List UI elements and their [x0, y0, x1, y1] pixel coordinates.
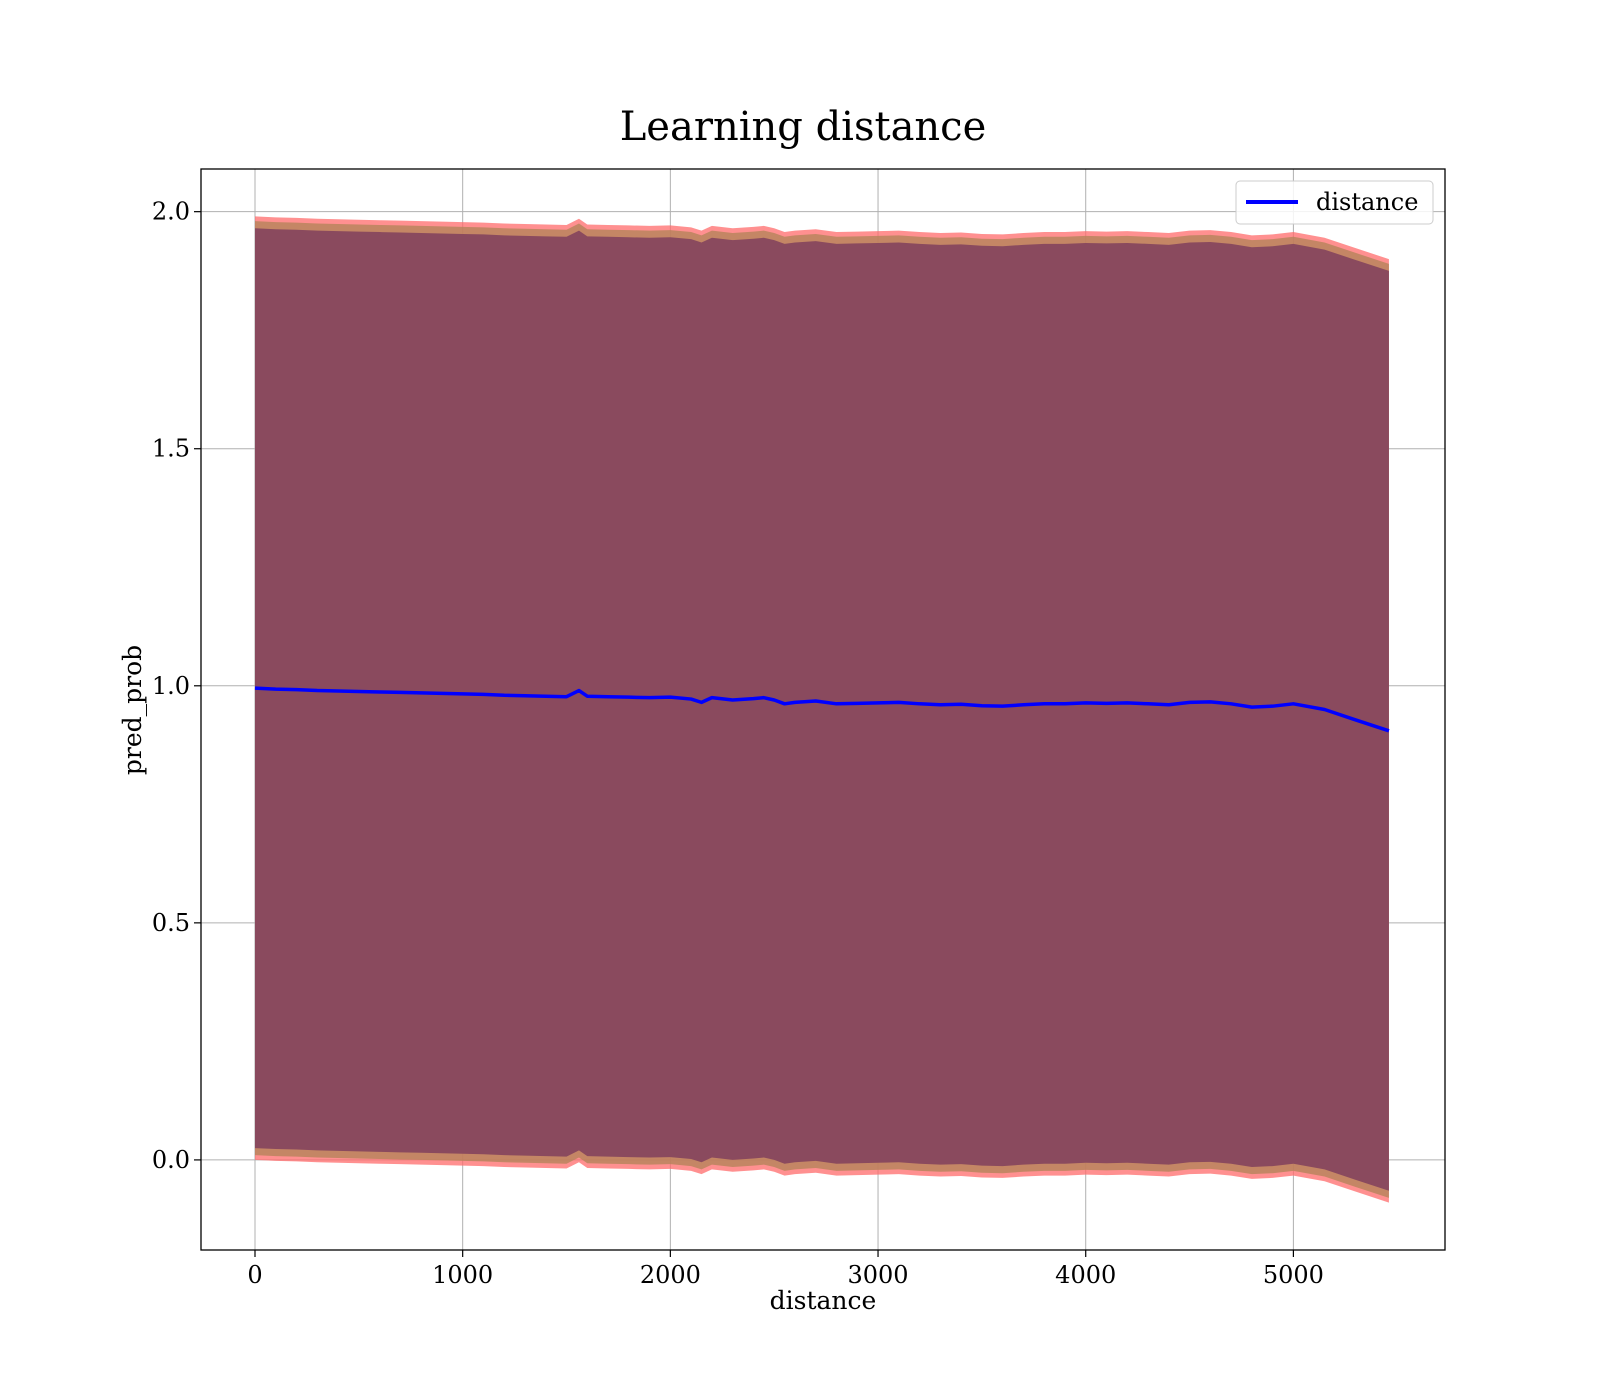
- y-tick-label: 2.0: [152, 198, 190, 226]
- y-tick-label: 0.0: [152, 1146, 190, 1174]
- chart-title: Learning distance: [620, 104, 987, 150]
- x-tick-label: 0: [247, 1261, 262, 1289]
- y-axis-label: pred_prob: [118, 645, 147, 775]
- x-tick-label: 3000: [847, 1261, 908, 1289]
- y-tick-label: 0.5: [152, 909, 190, 937]
- confidence-bands: [254, 216, 1389, 1203]
- x-tick-label: 5000: [1263, 1261, 1324, 1289]
- x-tick-label: 4000: [1055, 1261, 1116, 1289]
- legend-label-distance: distance: [1316, 188, 1418, 216]
- legend-box: [1235, 180, 1434, 225]
- legend: distance: [1235, 180, 1434, 225]
- y-tick-label: 1.0: [152, 672, 190, 700]
- series-layer: [254, 686, 1390, 733]
- tick-layer: 0 1000 2000 3000 4000 5000 0.0 0.5 1.0 1.5 2.0: [152, 198, 1324, 1289]
- y-tick-label: 1.5: [152, 435, 190, 463]
- series-line-distance: [254, 686, 1390, 733]
- plot-frame: [200, 168, 1446, 1251]
- x-axis-label: distance: [770, 1286, 877, 1315]
- x-tick-label: 2000: [640, 1261, 701, 1289]
- band-inner: [254, 228, 1389, 1191]
- x-tick-label: 1000: [432, 1261, 493, 1289]
